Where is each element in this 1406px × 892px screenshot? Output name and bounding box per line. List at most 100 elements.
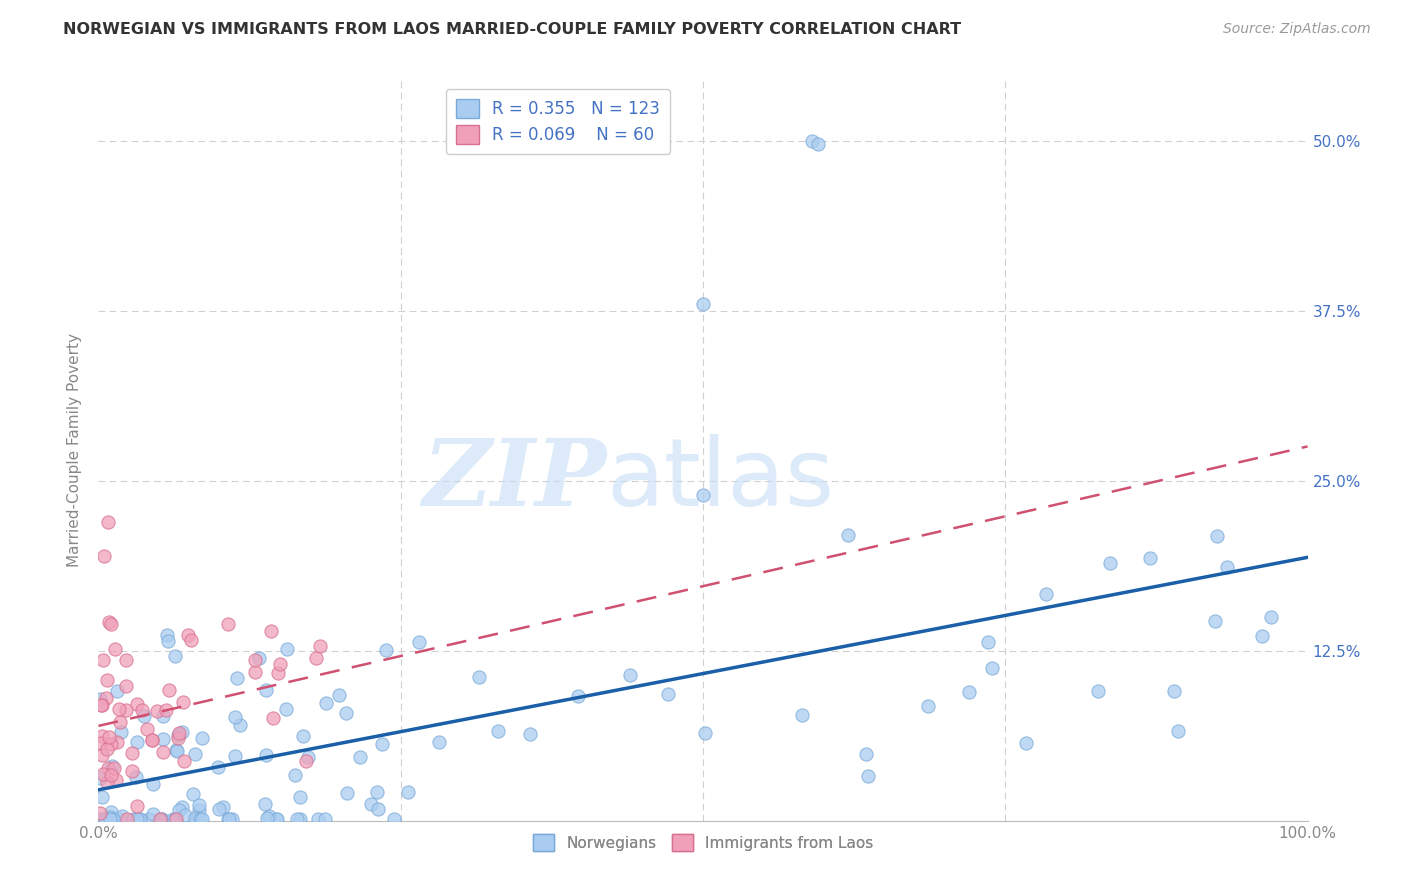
- Point: [790, 707, 813, 722]
- Point: [97, 515, 120, 529]
- Point: [917, 698, 939, 713]
- Point: [221, 812, 243, 826]
- Point: [408, 635, 430, 649]
- Point: [375, 643, 398, 657]
- Text: ZIP: ZIP: [422, 435, 606, 525]
- Point: [162, 812, 184, 826]
- Point: [335, 706, 357, 720]
- Point: [93, 653, 115, 667]
- Point: [98, 615, 121, 629]
- Point: [105, 683, 128, 698]
- Point: [125, 735, 148, 749]
- Point: [256, 811, 278, 825]
- Point: [132, 709, 155, 723]
- Point: [156, 628, 179, 642]
- Point: [155, 703, 177, 717]
- Point: [173, 808, 195, 822]
- Point: [89, 771, 111, 785]
- Point: [211, 800, 233, 814]
- Point: [149, 812, 172, 826]
- Point: [349, 750, 371, 764]
- Point: [117, 812, 139, 826]
- Point: [90, 789, 112, 804]
- Point: [125, 799, 148, 814]
- Point: [957, 684, 980, 698]
- Point: [167, 731, 190, 746]
- Point: [152, 732, 174, 747]
- Point: [90, 736, 112, 750]
- Point: [190, 731, 212, 745]
- Point: [152, 709, 174, 723]
- Point: [217, 812, 239, 826]
- Point: [172, 694, 194, 708]
- Point: [115, 703, 138, 717]
- Point: [256, 682, 278, 697]
- Point: [837, 528, 859, 542]
- Point: [152, 745, 174, 759]
- Y-axis label: Married-Couple Family Poverty: Married-Couple Family Poverty: [67, 334, 83, 567]
- Point: [269, 657, 291, 672]
- Point: [165, 743, 187, 757]
- Point: [91, 747, 114, 762]
- Point: [619, 668, 641, 682]
- Point: [100, 767, 122, 781]
- Point: [314, 812, 336, 826]
- Point: [1215, 560, 1237, 574]
- Point: [169, 726, 191, 740]
- Point: [855, 747, 877, 761]
- Point: [267, 665, 290, 680]
- Point: [128, 812, 150, 826]
- Point: [307, 812, 329, 826]
- Point: [382, 812, 405, 826]
- Point: [292, 730, 315, 744]
- Point: [93, 549, 115, 563]
- Point: [98, 812, 121, 826]
- Point: [94, 812, 117, 826]
- Point: [111, 809, 134, 823]
- Point: [89, 806, 111, 821]
- Point: [169, 803, 191, 817]
- Point: [124, 770, 146, 784]
- Point: [89, 812, 111, 826]
- Point: [981, 661, 1004, 675]
- Point: [257, 809, 280, 823]
- Point: [187, 803, 209, 817]
- Point: [91, 698, 114, 712]
- Point: [163, 812, 186, 826]
- Point: [315, 696, 337, 710]
- Point: [180, 633, 202, 648]
- Point: [100, 737, 122, 751]
- Point: [131, 703, 153, 717]
- Point: [184, 747, 207, 761]
- Point: [1260, 609, 1282, 624]
- Point: [800, 135, 823, 149]
- Point: [110, 714, 132, 729]
- Point: [163, 648, 186, 663]
- Point: [247, 651, 270, 665]
- Point: [108, 702, 131, 716]
- Point: [297, 750, 319, 764]
- Point: [108, 812, 131, 826]
- Point: [170, 725, 193, 739]
- Point: [129, 812, 152, 826]
- Point: [245, 653, 267, 667]
- Point: [170, 800, 193, 814]
- Point: [141, 733, 163, 747]
- Point: [105, 735, 128, 749]
- Point: [104, 773, 127, 788]
- Point: [1204, 614, 1226, 628]
- Point: [1087, 684, 1109, 698]
- Point: [260, 624, 283, 639]
- Point: [807, 137, 830, 152]
- Point: [138, 812, 160, 826]
- Point: [103, 812, 125, 826]
- Point: [152, 812, 174, 826]
- Point: [103, 761, 125, 775]
- Point: [165, 812, 187, 826]
- Point: [977, 634, 1000, 648]
- Point: [121, 764, 143, 778]
- Point: [115, 653, 138, 667]
- Point: [336, 786, 359, 800]
- Point: [191, 812, 214, 826]
- Point: [370, 737, 392, 751]
